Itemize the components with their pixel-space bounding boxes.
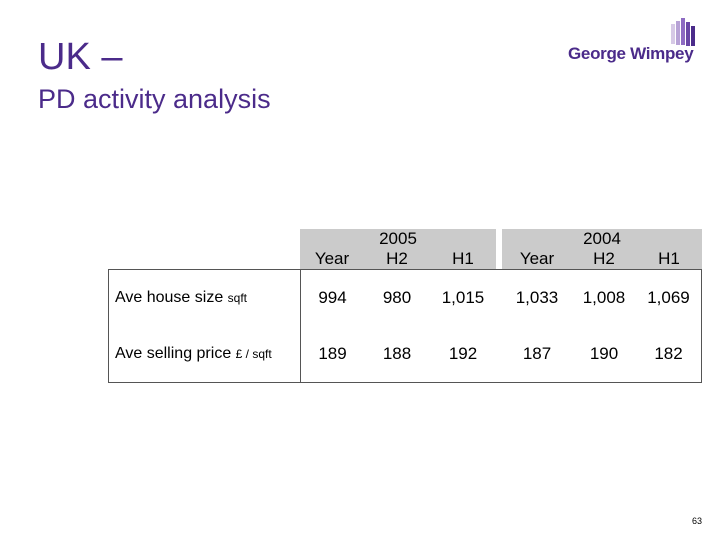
pd-activity-table: 2005 2004 Year H2 H1 Year H2 H1 Ave hous… bbox=[108, 229, 702, 383]
slide-title-line2: PD activity analysis bbox=[38, 84, 271, 114]
table-cell: 189 bbox=[300, 326, 364, 383]
row-label: Ave house size sqft bbox=[108, 269, 300, 326]
col-header: H2 bbox=[364, 249, 430, 269]
row-label: Ave selling price £ / sqft bbox=[108, 326, 300, 383]
george-wimpey-logo: George Wimpey bbox=[568, 18, 698, 66]
table-row: Ave house size sqft 994 980 1,015 1,033 … bbox=[108, 269, 702, 326]
year-header-row: 2005 2004 bbox=[108, 229, 702, 249]
table-cell: 192 bbox=[430, 326, 496, 383]
table-cell: 1,015 bbox=[430, 269, 496, 326]
period-header-row: Year H2 H1 Year H2 H1 bbox=[108, 249, 702, 269]
col-header: H2 bbox=[572, 249, 636, 269]
col-header: Year bbox=[300, 249, 364, 269]
table-cell: 188 bbox=[364, 326, 430, 383]
table-cell: 1,033 bbox=[502, 269, 572, 326]
logo-bars-icon bbox=[671, 18, 695, 46]
row-label-main: Ave house size bbox=[115, 289, 224, 306]
table-cell: 980 bbox=[364, 269, 430, 326]
table-cell: 1,008 bbox=[572, 269, 636, 326]
col-header: Year bbox=[502, 249, 572, 269]
page-number: 63 bbox=[692, 516, 703, 526]
table-cell: 190 bbox=[572, 326, 636, 383]
table-row: Ave selling price £ / sqft 189 188 192 1… bbox=[108, 326, 702, 383]
col-header: H1 bbox=[430, 249, 496, 269]
table-cell: 187 bbox=[502, 326, 572, 383]
year-2004-header: 2004 bbox=[502, 229, 702, 249]
table-cell: 182 bbox=[636, 326, 702, 383]
logo-text: George Wimpey bbox=[568, 44, 694, 63]
table-cell: 994 bbox=[300, 269, 364, 326]
row-label-unit: £ / sqft bbox=[235, 347, 272, 361]
table-cell: 1,069 bbox=[636, 269, 702, 326]
row-label-unit: sqft bbox=[227, 291, 248, 305]
row-label-main: Ave selling price bbox=[115, 345, 232, 362]
slide-title-line1: UK – bbox=[38, 36, 123, 78]
col-header: H1 bbox=[636, 249, 702, 269]
year-2005-header: 2005 bbox=[300, 229, 496, 249]
